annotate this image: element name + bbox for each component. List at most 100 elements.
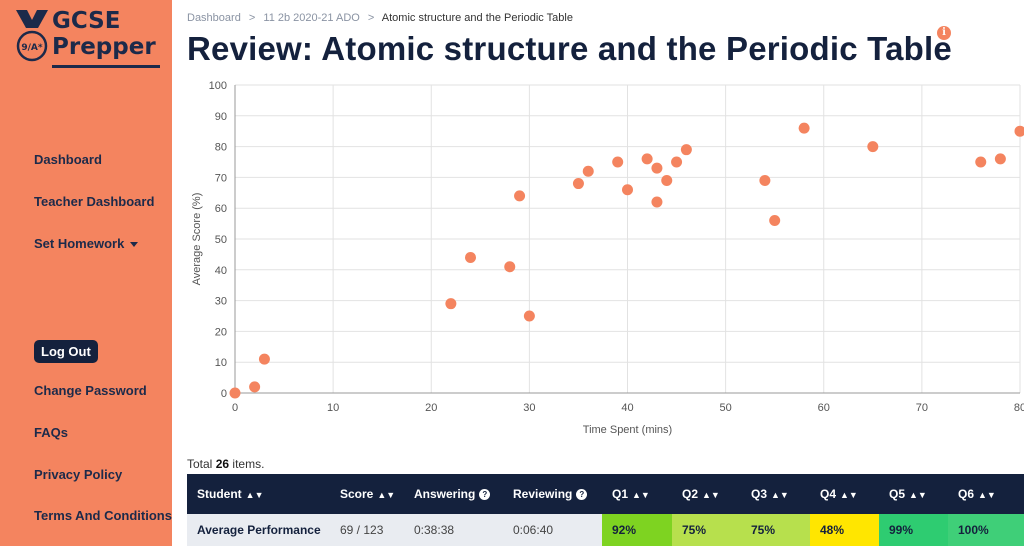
x-tick-label: 80	[1014, 402, 1024, 414]
col-student-label: Student	[197, 487, 242, 501]
col-reviewing[interactable]: Reviewing?	[503, 474, 602, 514]
scatter-point	[769, 215, 781, 227]
y-tick-label: 40	[215, 265, 227, 277]
x-axis-title: Time Spent (mins)	[583, 424, 672, 436]
cell-q3: 75%	[741, 514, 810, 546]
total-items: Total 26 items.	[187, 457, 264, 471]
x-tick-label: 40	[621, 402, 633, 414]
col-q4-label: Q4	[820, 487, 837, 501]
y-tick-label: 50	[215, 234, 227, 246]
cell-q1: 92%	[602, 514, 672, 546]
scatter-point	[612, 156, 624, 168]
col-q4[interactable]: Q4 ▲▼	[810, 474, 879, 514]
nav-set-homework[interactable]: Set Homework	[34, 236, 139, 251]
y-axis-title: Average Score (%)	[191, 193, 203, 286]
scatter-point	[798, 122, 810, 134]
nav-dashboard[interactable]: Dashboard	[34, 152, 102, 167]
scatter-point	[680, 144, 692, 156]
scatter-point	[661, 174, 673, 186]
scatter-chart: 0 10 20 30 40 50 60 70 80 90 100 0 10 20 30 40 50 60 70 80 T…	[191, 80, 1024, 436]
x-tick-label: 70	[916, 402, 928, 414]
question-icon[interactable]: ?	[479, 489, 491, 501]
breadcrumb-home[interactable]: Dashboard	[187, 12, 241, 24]
col-answering[interactable]: Answering?	[404, 474, 503, 514]
caret-down-icon	[130, 242, 139, 248]
y-tick-label: 80	[215, 142, 227, 154]
nav-terms[interactable]: Terms And Conditions	[34, 508, 172, 523]
scatter-point	[572, 178, 584, 190]
sort-icon: ▲▼	[245, 489, 264, 500]
sidebar: 9/A* GCSE Prepper Dashboard Teacher Dash…	[0, 0, 172, 546]
info-icon[interactable]: i	[937, 26, 951, 40]
col-q5[interactable]: Q5 ▲▼	[879, 474, 948, 514]
breadcrumb-separator: >	[367, 12, 375, 24]
gcse-prepper-logo[interactable]: 9/A* GCSE Prepper	[14, 8, 164, 70]
nav-privacy-policy[interactable]: Privacy Policy	[34, 467, 123, 482]
scatter-point	[641, 153, 653, 165]
cell-q6: 100%	[948, 514, 1024, 546]
nav-change-password[interactable]: Change Password	[34, 383, 147, 398]
scatter-point	[651, 196, 663, 208]
table-row[interactable]: Average Performance 69 / 123 0:38:38 0:0…	[187, 514, 1024, 546]
medal-icon: 9/A*	[16, 10, 48, 62]
total-prefix: Total	[187, 457, 213, 471]
total-suffix: items.	[232, 457, 265, 471]
scatter-point	[975, 156, 987, 168]
col-q2-label: Q2	[682, 487, 699, 501]
scatter-point	[867, 141, 879, 153]
x-tick-label: 30	[523, 402, 535, 414]
scatter-point	[759, 174, 771, 186]
col-q3[interactable]: Q3 ▲▼	[741, 474, 810, 514]
sort-icon: ▲▼	[632, 489, 650, 500]
breadcrumb: Dashboard > 11 2b 2020-21 ADO > Atomic s…	[187, 12, 573, 24]
scatter-point	[622, 184, 633, 196]
results-table: Student ▲▼ Score ▲▼ Answering? Reviewing? …	[187, 474, 1024, 546]
y-tick-label: 70	[215, 172, 227, 184]
scatter-point	[229, 387, 241, 399]
logo-line2: Prepper	[52, 34, 156, 60]
x-tick-label: 10	[327, 402, 339, 414]
scatter-point	[514, 190, 526, 202]
nav-set-homework-label: Set Homework	[34, 236, 125, 251]
question-icon[interactable]: ?	[576, 489, 588, 501]
col-score[interactable]: Score ▲▼	[330, 474, 404, 514]
y-tick-label: 90	[215, 111, 227, 123]
scatter-point	[651, 162, 663, 174]
sort-icon: ▲▼	[840, 489, 858, 500]
cell-q5: 99%	[879, 514, 948, 546]
col-q1-label: Q1	[612, 487, 629, 501]
breadcrumb-class[interactable]: 11 2b 2020-21 ADO	[263, 12, 360, 24]
col-student[interactable]: Student ▲▼	[187, 474, 330, 514]
cell-q4: 48%	[810, 514, 879, 546]
col-score-label: Score	[340, 487, 374, 501]
scatter-point	[249, 381, 261, 393]
scatter-point	[504, 261, 516, 273]
scatter-point	[994, 153, 1006, 165]
y-tick-label: 60	[215, 203, 227, 215]
col-q5-label: Q5	[889, 487, 906, 501]
scatter-point	[258, 353, 270, 365]
sort-icon: ▲▼	[909, 489, 927, 500]
scatter-point	[523, 310, 535, 322]
y-tick-label: 100	[209, 80, 227, 92]
cell-answering: 0:38:38	[404, 514, 503, 546]
sort-icon: ▲▼	[771, 489, 789, 500]
total-count: 26	[215, 457, 230, 471]
logo-badge: 9/A*	[21, 43, 43, 53]
cell-reviewing: 0:06:40	[503, 514, 602, 546]
scatter-point	[582, 165, 594, 177]
col-q1[interactable]: Q1 ▲▼	[602, 474, 672, 514]
nav-faqs[interactable]: FAQs	[34, 425, 68, 440]
y-tick-label: 30	[215, 296, 227, 308]
logo-line1: GCSE	[52, 8, 121, 34]
logout-button[interactable]: Log Out	[34, 340, 98, 363]
cell-score: 69 / 123	[330, 514, 404, 546]
col-q6[interactable]: Q6 ▲▼	[948, 474, 1024, 514]
y-tick-label: 0	[221, 388, 227, 400]
nav-teacher-dashboard[interactable]: Teacher Dashboard	[34, 194, 155, 209]
scatter-point	[1014, 125, 1024, 137]
col-q2[interactable]: Q2 ▲▼	[672, 474, 741, 514]
x-tick-label: 0	[232, 402, 238, 414]
sort-icon: ▲▼	[702, 489, 720, 500]
col-q3-label: Q3	[751, 487, 768, 501]
